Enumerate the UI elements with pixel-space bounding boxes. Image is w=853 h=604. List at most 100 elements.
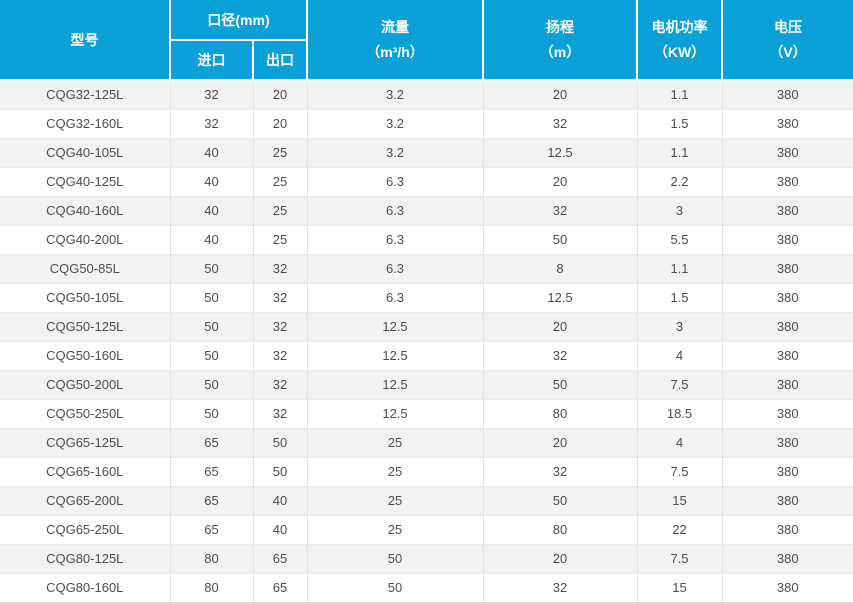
cell-outlet: 50	[253, 457, 308, 487]
cell-voltage: 380	[722, 544, 853, 574]
cell-model: CQG50-105L	[0, 283, 171, 313]
cell-flow: 50	[307, 544, 484, 574]
table-row: CQG40-105L 40 25 3.2 12.5 1.1 380	[0, 138, 853, 168]
cell-outlet: 25	[253, 196, 308, 226]
cell-flow: 12.5	[307, 341, 484, 371]
cell-voltage: 380	[722, 312, 853, 342]
table-row: CQG50-85L 50 32 6.3 8 1.1 380	[0, 254, 853, 284]
cell-voltage: 380	[722, 196, 853, 226]
cell-outlet: 50	[253, 428, 308, 458]
col-header-head-unit: （m）	[539, 44, 581, 60]
cell-inlet: 65	[170, 486, 254, 516]
cell-inlet: 50	[170, 283, 254, 313]
cell-voltage: 380	[722, 486, 853, 516]
col-header-power-unit: （KW）	[653, 44, 706, 60]
cell-outlet: 40	[253, 515, 308, 545]
cell-flow: 6.3	[307, 167, 484, 197]
cell-flow: 25	[307, 515, 484, 545]
col-header-power-label: 电机功率	[651, 19, 708, 35]
cell-voltage: 380	[722, 109, 853, 139]
cell-head: 20	[483, 544, 638, 574]
cell-outlet: 25	[253, 138, 308, 168]
table-row: CQG80-160L 80 65 50 32 15 380	[0, 573, 853, 603]
cell-power: 3	[637, 312, 723, 342]
cell-model: CQG50-200L	[0, 370, 171, 400]
cell-outlet: 32	[253, 312, 308, 342]
cell-flow: 6.3	[307, 283, 484, 313]
cell-model: CQG65-125L	[0, 428, 171, 458]
col-header-inlet: 进口	[170, 40, 254, 81]
cell-voltage: 380	[722, 225, 853, 255]
col-header-flow-label: 流量	[381, 19, 410, 35]
col-header-voltage: 电压 （V）	[722, 0, 853, 81]
cell-head: 32	[483, 341, 638, 371]
cell-voltage: 380	[722, 573, 853, 603]
cell-inlet: 65	[170, 515, 254, 545]
cell-head: 50	[483, 225, 638, 255]
cell-flow: 25	[307, 428, 484, 458]
cell-head: 12.5	[483, 283, 638, 313]
cell-inlet: 40	[170, 167, 254, 197]
cell-model: CQG65-200L	[0, 486, 171, 516]
col-header-outlet: 出口	[253, 40, 309, 81]
cell-power: 1.5	[637, 109, 723, 139]
cell-head: 80	[483, 515, 638, 545]
cell-head: 80	[483, 399, 638, 429]
cell-outlet: 40	[253, 486, 308, 516]
cell-inlet: 40	[170, 196, 254, 226]
cell-model: CQG32-160L	[0, 109, 171, 139]
cell-inlet: 50	[170, 254, 254, 284]
cell-power: 1.5	[637, 283, 723, 313]
cell-head: 20	[483, 428, 638, 458]
cell-model: CQG50-125L	[0, 312, 171, 342]
cell-power: 2.2	[637, 167, 723, 197]
cell-outlet: 32	[253, 254, 308, 284]
cell-model: CQG50-250L	[0, 399, 171, 429]
table-body: CQG32-125L 32 20 3.2 20 1.1 380 CQG32-160L 32 20 3…	[0, 80, 853, 603]
cell-inlet: 32	[170, 80, 254, 110]
cell-power: 7.5	[637, 370, 723, 400]
table-row: CQG50-105L 50 32 6.3 12.5 1.5 380	[0, 283, 853, 313]
cell-inlet: 50	[170, 312, 254, 342]
cell-outlet: 20	[253, 80, 308, 110]
col-header-voltage-unit: （V）	[769, 44, 807, 60]
cell-head: 20	[483, 312, 638, 342]
cell-outlet: 65	[253, 573, 308, 603]
cell-power: 7.5	[637, 457, 723, 487]
cell-outlet: 32	[253, 370, 308, 400]
cell-flow: 12.5	[307, 399, 484, 429]
cell-voltage: 380	[722, 254, 853, 284]
col-header-voltage-label: 电压	[774, 19, 803, 35]
cell-inlet: 65	[170, 428, 254, 458]
cell-inlet: 65	[170, 457, 254, 487]
col-header-head: 扬程 （m）	[483, 0, 639, 81]
cell-model: CQG40-160L	[0, 196, 171, 226]
cell-voltage: 380	[722, 399, 853, 429]
table-bottom-strip	[0, 602, 853, 604]
cell-outlet: 25	[253, 225, 308, 255]
table-row: CQG40-125L 40 25 6.3 20 2.2 380	[0, 167, 853, 197]
cell-voltage: 380	[722, 283, 853, 313]
cell-head: 32	[483, 196, 638, 226]
table-row: CQG50-125L 50 32 12.5 20 3 380	[0, 312, 853, 342]
cell-power: 5.5	[637, 225, 723, 255]
cell-outlet: 25	[253, 167, 308, 197]
cell-head: 32	[483, 457, 638, 487]
cell-power: 1.1	[637, 254, 723, 284]
cell-model: CQG80-125L	[0, 544, 171, 574]
cell-head: 20	[483, 80, 638, 110]
cell-model: CQG32-125L	[0, 80, 171, 110]
cell-head: 32	[483, 573, 638, 603]
cell-voltage: 380	[722, 428, 853, 458]
cell-flow: 3.2	[307, 80, 484, 110]
cell-power: 15	[637, 486, 723, 516]
cell-inlet: 40	[170, 225, 254, 255]
cell-outlet: 20	[253, 109, 308, 139]
cell-power: 3	[637, 196, 723, 226]
col-header-head-label: 扬程	[546, 19, 575, 35]
cell-outlet: 32	[253, 283, 308, 313]
col-header-flow: 流量 （m³/h）	[307, 0, 485, 81]
col-header-flow-unit: （m³/h）	[366, 44, 424, 60]
table-header: 型号 口径(mm) 流量 （m³/h） 扬程 （m） 电机功率	[0, 0, 853, 81]
